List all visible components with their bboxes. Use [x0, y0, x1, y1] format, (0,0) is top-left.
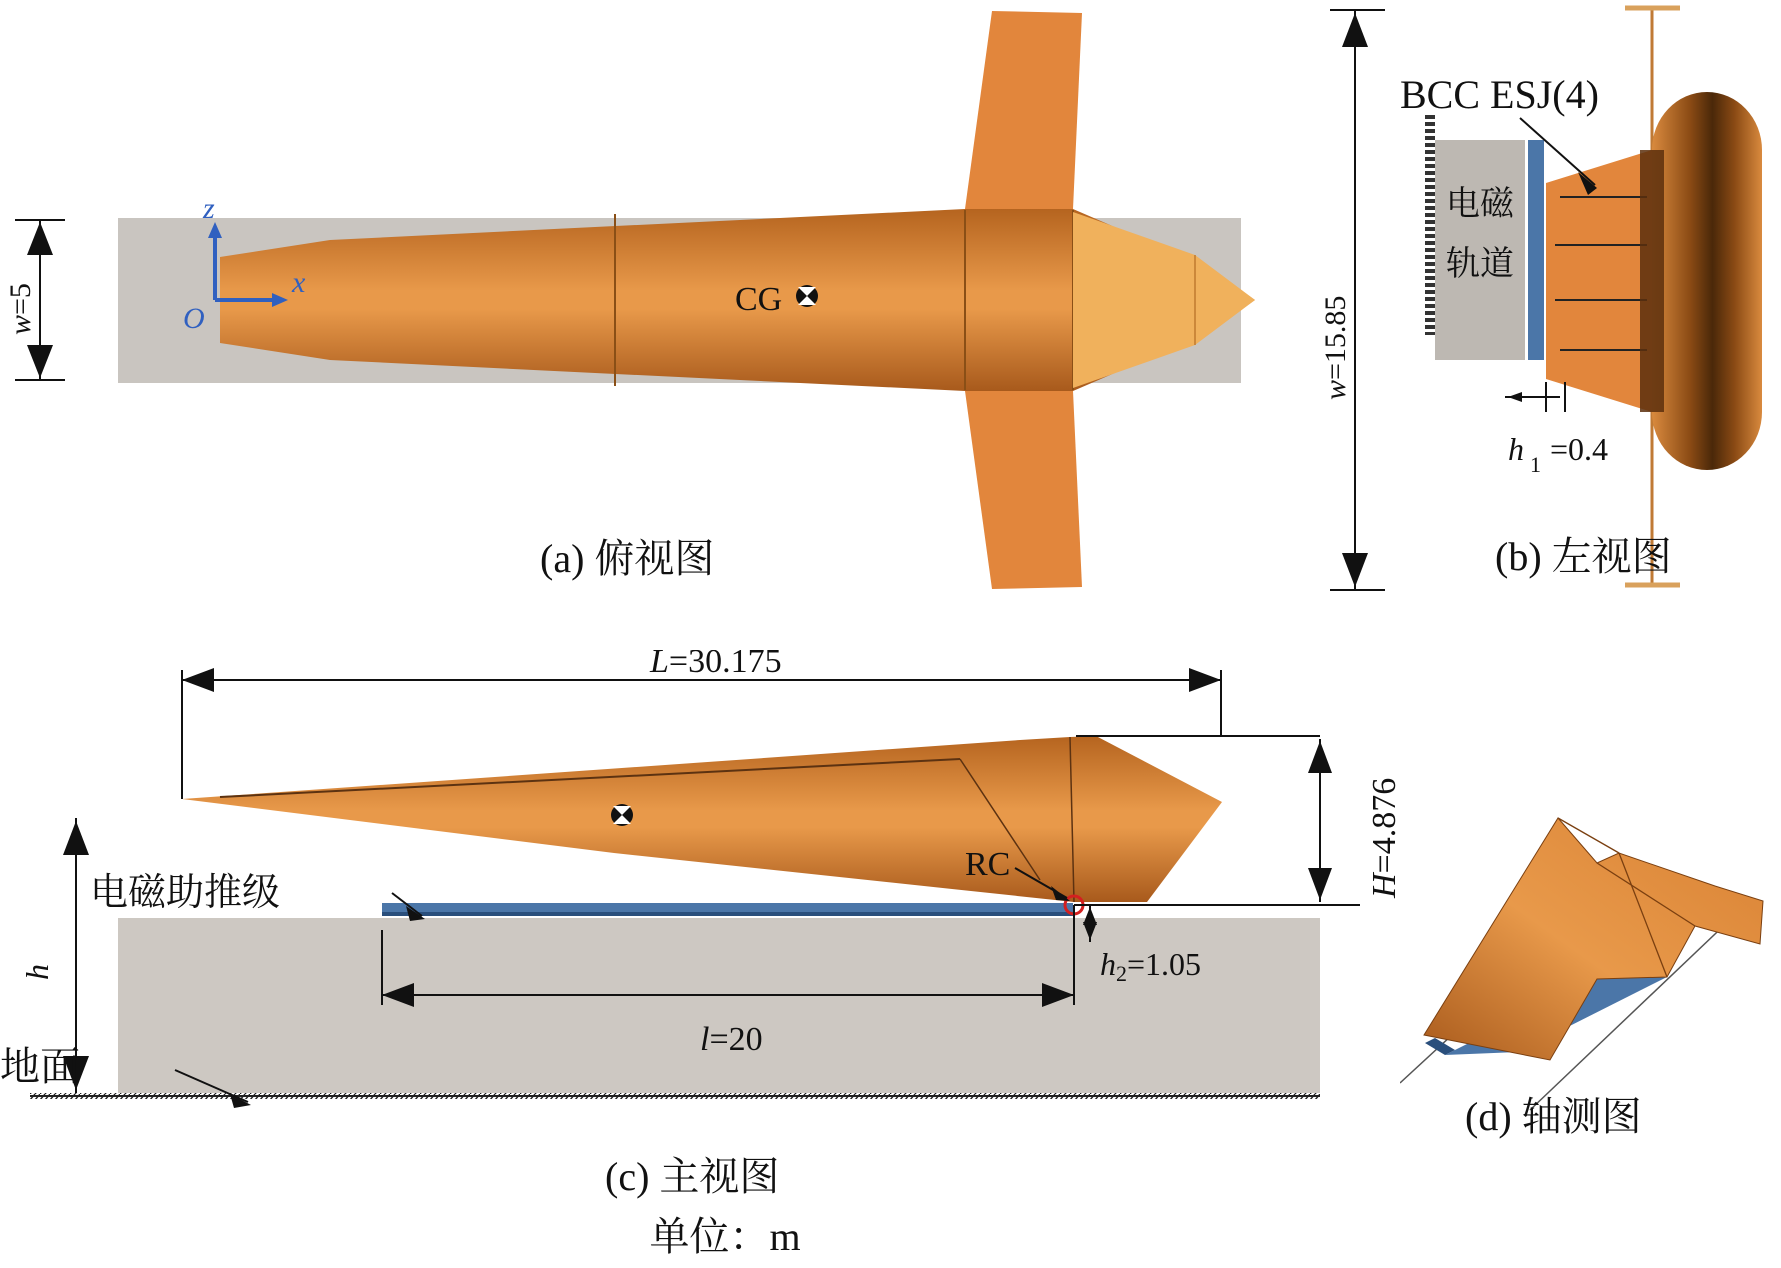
svg-text:CG: CG [735, 281, 782, 318]
svg-text:(c) 主视图: (c) 主视图 [605, 1145, 779, 1202]
svg-text:(d) 轴测图: (d) 轴测图 [1465, 1085, 1642, 1142]
svg-text:BCC ESJ(4): BCC ESJ(4) [1400, 72, 1599, 117]
svg-text:z: z [202, 192, 215, 225]
svg-text:电磁助推级: 电磁助推级 [90, 861, 280, 916]
svg-text:(a) 俯视图: (a) 俯视图 [540, 527, 714, 584]
svg-text:(b) 左视图: (b) 左视图 [1495, 525, 1672, 582]
svg-text:电磁: 电磁 [1446, 176, 1515, 225]
svg-text:=0.4: =0.4 [1550, 431, 1608, 467]
svg-text:h: h [1508, 431, 1524, 467]
svg-text:l=20: l=20 [700, 1021, 763, 1058]
svg-text:1: 1 [1530, 452, 1541, 477]
svg-text:x: x [291, 266, 306, 299]
svg-text:h2=1.05: h2=1.05 [1100, 946, 1201, 986]
svg-text:地面: 地面 [0, 1035, 80, 1092]
svg-text:H=4.876: H=4.876 [1366, 778, 1403, 899]
svg-text:w=15.85: w=15.85 [1319, 296, 1352, 400]
svg-text:RC: RC [965, 846, 1010, 883]
svg-text:轨道: 轨道 [1446, 236, 1514, 285]
svg-text:L=30.175: L=30.175 [649, 650, 782, 680]
svg-text:w=5: w=5 [4, 283, 37, 335]
svg-text:h: h [19, 964, 55, 980]
svg-text:O: O [183, 302, 205, 335]
